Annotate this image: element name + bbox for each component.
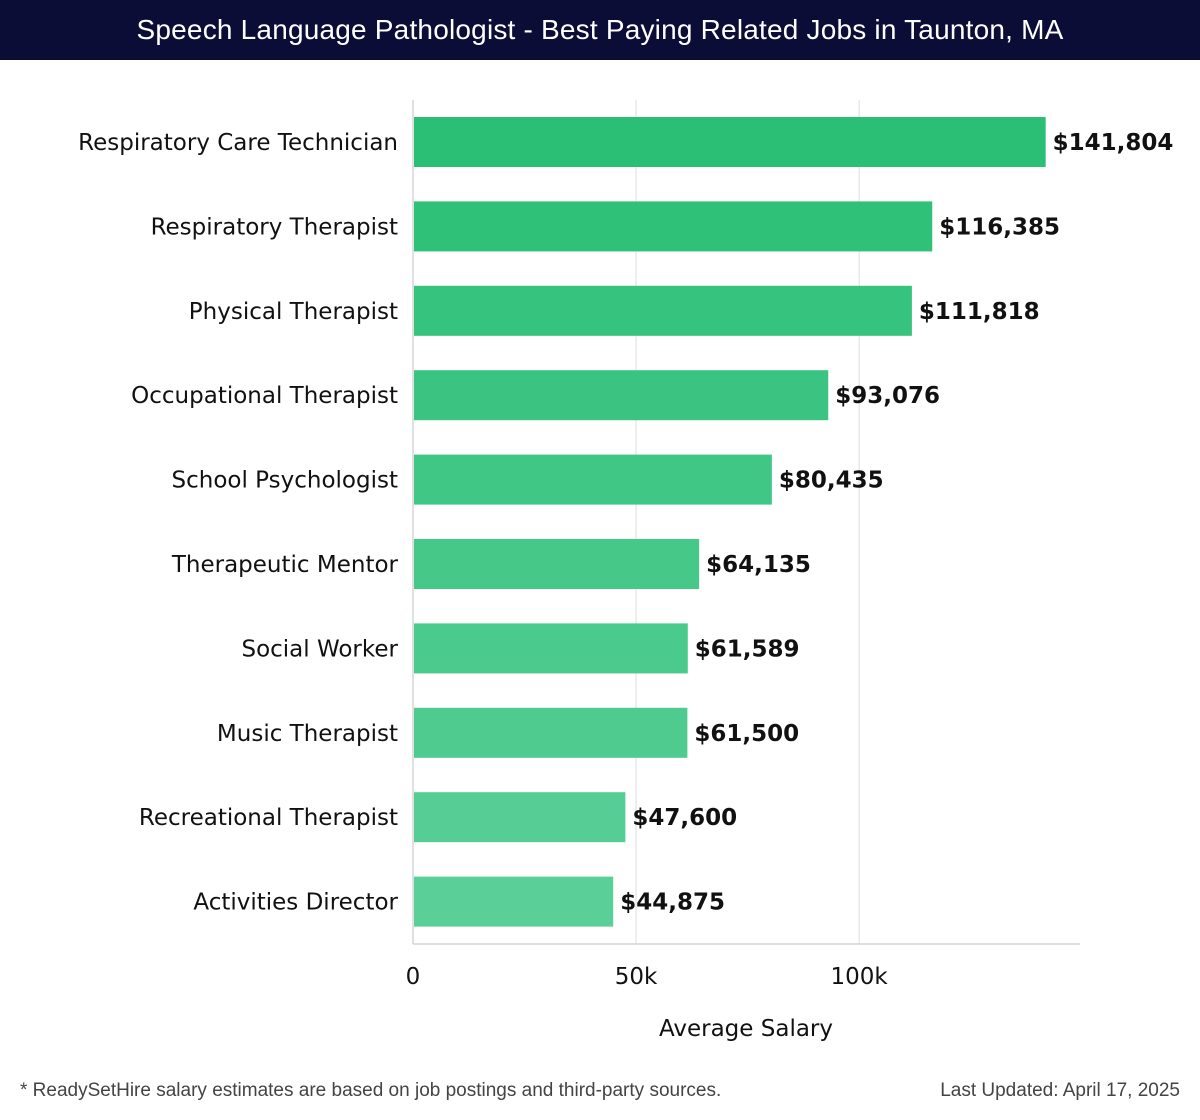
value-label: $64,135	[706, 552, 811, 578]
value-label: $61,589	[695, 636, 800, 662]
category-label: Recreational Therapist	[139, 805, 398, 831]
category-label: School Psychologist	[172, 468, 398, 494]
bar	[414, 117, 1046, 167]
category-label: Respiratory Therapist	[151, 214, 398, 240]
x-axis-title: Average Salary	[659, 1016, 833, 1042]
bar	[414, 792, 626, 843]
category-label: Social Worker	[241, 636, 398, 662]
axes	[412, 100, 1080, 945]
x-tick-label: 100k	[831, 964, 889, 990]
labels: 0 50k 100k Respiratory Care Technician $141,…	[78, 130, 1173, 990]
category-label: Physical Therapist	[189, 299, 398, 325]
value-label: $141,804	[1053, 130, 1174, 156]
value-label: $61,500	[694, 721, 799, 747]
value-label: $47,600	[632, 805, 737, 831]
last-updated: Last Updated: April 17, 2025	[940, 1080, 1180, 1101]
bar	[414, 623, 688, 674]
x-tick-label: 0	[406, 964, 421, 990]
footer-note: * ReadySetHire salary estimates are base…	[20, 1080, 722, 1101]
bar	[414, 539, 700, 589]
bar	[414, 876, 614, 927]
value-label: $93,076	[835, 383, 940, 409]
x-tick-label: 50k	[615, 964, 658, 990]
value-label: $80,435	[779, 468, 884, 494]
chart-title: Speech Language Pathologist - Best Payin…	[0, 0, 1200, 60]
category-label: Music Therapist	[217, 721, 398, 747]
value-label: $116,385	[939, 214, 1060, 240]
category-label: Therapeutic Mentor	[171, 552, 399, 578]
bar	[414, 454, 772, 505]
value-label: $44,875	[620, 890, 725, 916]
bar	[414, 370, 829, 421]
category-label: Activities Director	[193, 890, 398, 916]
bar	[414, 201, 933, 252]
bar	[414, 707, 688, 758]
bars	[414, 117, 1046, 927]
value-label: $111,818	[919, 299, 1040, 325]
bar	[414, 285, 912, 336]
category-label: Respiratory Care Technician	[78, 130, 398, 156]
category-label: Occupational Therapist	[131, 383, 398, 409]
